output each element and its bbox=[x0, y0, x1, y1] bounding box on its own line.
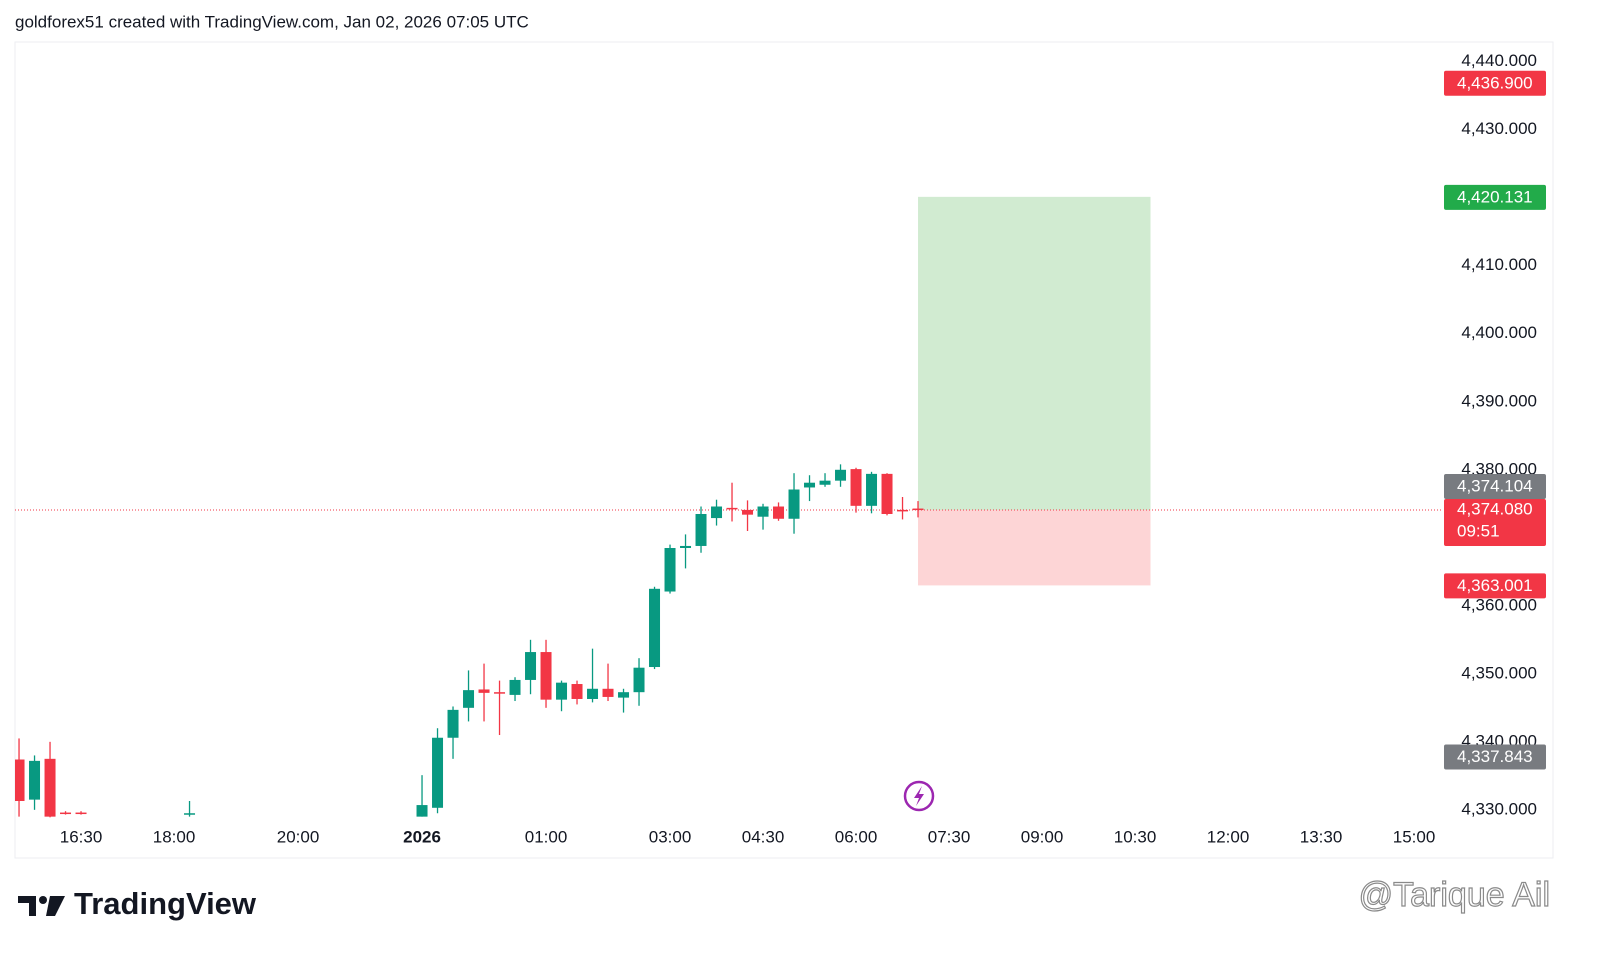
candle-body bbox=[912, 508, 924, 511]
candle-body bbox=[587, 688, 599, 699]
y-tick-label: 4,380.000 bbox=[1461, 459, 1537, 478]
candle-body bbox=[664, 547, 676, 592]
x-tick-label: 16:30 bbox=[60, 827, 103, 846]
x-tick-label: 07:30 bbox=[928, 827, 971, 846]
candle-body bbox=[633, 667, 645, 693]
price-tag bbox=[1444, 744, 1546, 770]
price-tag-label: 4,337.843 bbox=[1457, 747, 1533, 766]
candle-body bbox=[571, 684, 583, 699]
candle-body bbox=[75, 812, 87, 815]
x-tick-label: 2026 bbox=[403, 827, 441, 846]
price-tag bbox=[1444, 573, 1546, 599]
y-tick-label: 4,330.000 bbox=[1461, 799, 1537, 818]
candle-body bbox=[866, 473, 878, 506]
x-tick-label: 12:00 bbox=[1207, 827, 1250, 846]
y-tick-label: 4,390.000 bbox=[1461, 391, 1537, 410]
y-tick-label: 4,400.000 bbox=[1461, 323, 1537, 342]
y-tick-label: 4,360.000 bbox=[1461, 595, 1537, 614]
watermark: @Tarique Ail bbox=[1359, 876, 1550, 914]
candle-body bbox=[835, 469, 847, 481]
candle-body bbox=[494, 692, 506, 694]
candle-body bbox=[757, 506, 769, 517]
candle-body bbox=[618, 692, 630, 698]
x-tick-label: 09:00 bbox=[1021, 827, 1064, 846]
candle-body bbox=[60, 812, 72, 815]
candle-body bbox=[897, 509, 909, 512]
candle-body bbox=[711, 506, 723, 519]
loss-zone bbox=[918, 510, 1151, 586]
price-tag-label: 4,374.104 bbox=[1457, 477, 1533, 496]
x-tick-label: 20:00 bbox=[277, 827, 320, 846]
x-tick-label: 01:00 bbox=[525, 827, 568, 846]
current-price-tag bbox=[1444, 499, 1546, 547]
candle-body bbox=[556, 682, 568, 700]
x-tick-label: 04:30 bbox=[742, 827, 785, 846]
candle-body bbox=[742, 509, 754, 515]
x-tick-label: 15:00 bbox=[1393, 827, 1436, 846]
price-tag-label: 4,363.001 bbox=[1457, 576, 1533, 595]
header: goldforex51 created with TradingView.com… bbox=[15, 12, 529, 31]
candle-body bbox=[881, 473, 893, 514]
price-tag bbox=[1444, 474, 1546, 500]
candle-body bbox=[447, 709, 459, 738]
price-tag-label: 4,436.900 bbox=[1457, 73, 1533, 92]
axes: 4,330.0004,340.0004,350.0004,360.0004,38… bbox=[60, 51, 1546, 846]
y-tick-label: 4,430.000 bbox=[1461, 119, 1537, 138]
candle-body bbox=[184, 813, 196, 815]
pane-border bbox=[14, 41, 1554, 859]
candle-body bbox=[773, 506, 785, 519]
logo-text: TradingView bbox=[74, 886, 257, 921]
current-price-label: 4,374.080 bbox=[1457, 500, 1533, 519]
candle-body bbox=[850, 469, 862, 506]
candle-body bbox=[819, 480, 831, 485]
candle-body bbox=[680, 545, 692, 548]
candle-body bbox=[649, 588, 661, 668]
flash-icon bbox=[903, 780, 935, 812]
candle-body bbox=[432, 737, 444, 808]
x-tick-label: 03:00 bbox=[649, 827, 692, 846]
logo: TradingView bbox=[18, 886, 257, 921]
x-tick-label: 06:00 bbox=[835, 827, 878, 846]
candle-body bbox=[15, 759, 25, 801]
candle-body bbox=[509, 679, 521, 695]
candle-body bbox=[804, 482, 816, 488]
candle-body bbox=[726, 507, 738, 510]
y-tick-label: 4,410.000 bbox=[1461, 255, 1537, 274]
price-tag bbox=[1444, 70, 1546, 96]
plot bbox=[15, 196, 1443, 818]
candle-body bbox=[695, 513, 707, 546]
price-tag-label: 4,420.131 bbox=[1457, 187, 1533, 206]
countdown-label: 09:51 bbox=[1457, 522, 1500, 541]
candle-body bbox=[416, 805, 428, 817]
candle-body bbox=[525, 652, 537, 680]
x-tick-label: 10:30 bbox=[1114, 827, 1157, 846]
candle-body bbox=[540, 652, 552, 700]
y-tick-label: 4,440.000 bbox=[1461, 51, 1537, 70]
x-tick-label: 18:00 bbox=[153, 827, 196, 846]
profit-zone bbox=[918, 196, 1151, 511]
candle-body bbox=[44, 758, 56, 817]
y-tick-label: 4,350.000 bbox=[1461, 663, 1537, 682]
candle-body bbox=[463, 690, 475, 708]
candle-body bbox=[478, 689, 490, 693]
candle-body bbox=[788, 489, 800, 519]
x-tick-label: 13:30 bbox=[1300, 827, 1343, 846]
candle-body bbox=[602, 688, 614, 697]
price-tag bbox=[1444, 184, 1546, 210]
candle-body bbox=[29, 760, 41, 800]
